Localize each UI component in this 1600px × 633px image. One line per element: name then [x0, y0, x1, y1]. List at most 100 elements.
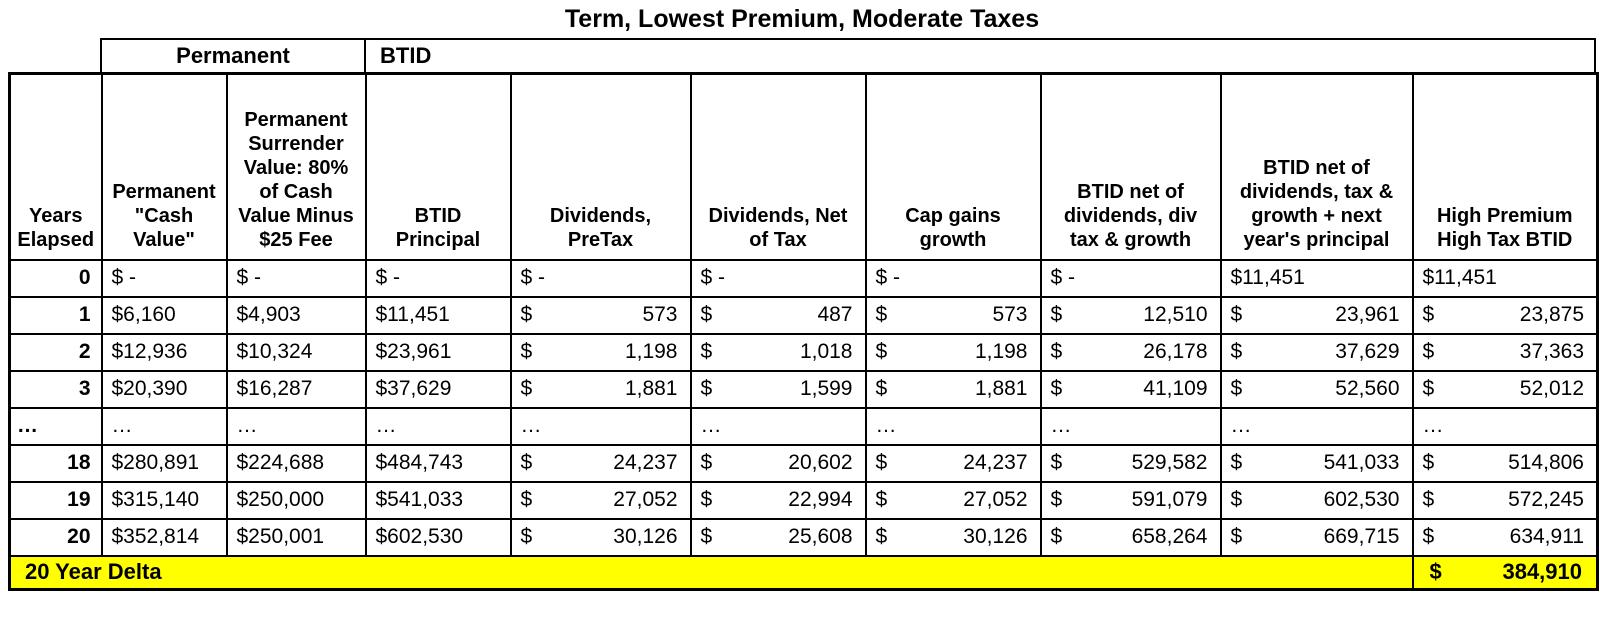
- data-table: Years Elapsed Permanent "Cash Value" Per…: [8, 72, 1599, 591]
- currency-symbol: $: [700, 451, 713, 474]
- cell-text: …: [1411, 406, 1599, 446]
- cell-amount: $52,560: [1219, 369, 1414, 409]
- cell-amount: $658,264: [1039, 517, 1222, 557]
- cell-value: 52,560: [1335, 377, 1400, 400]
- currency-symbol: $: [520, 303, 533, 326]
- cell-amount: $634,911: [1411, 517, 1599, 557]
- cell-text: …: [100, 406, 228, 446]
- cell-amount: $20,602: [689, 443, 867, 483]
- cell-text: $37,629: [364, 369, 512, 409]
- cell-amount: $37,363: [1411, 332, 1599, 372]
- currency-symbol: $: [1050, 488, 1063, 511]
- cell-amount: $26,178: [1039, 332, 1222, 372]
- cell-value: 634,911: [1509, 525, 1584, 548]
- cell-value: 572,245: [1508, 488, 1584, 511]
- cell-text: …: [1039, 406, 1222, 446]
- cell-amount: $52,012: [1411, 369, 1599, 409]
- cell-amount: $22,994: [689, 480, 867, 520]
- currency-symbol: $: [700, 525, 713, 548]
- cell-text: $541,033: [364, 480, 512, 520]
- column-header-dividends-net-of-tax: Dividends, Net of Tax: [689, 72, 867, 261]
- cell-value: 658,264: [1131, 525, 1208, 548]
- currency-symbol: $: [1422, 451, 1435, 474]
- cell-value: 1,198: [974, 340, 1028, 363]
- cell-text: …: [689, 406, 867, 446]
- cell-value: 514,806: [1508, 451, 1584, 474]
- column-header-btid-principal: BTID Principal: [364, 72, 512, 261]
- cell-text: $280,891: [100, 443, 228, 483]
- cell-text: $ -: [225, 258, 367, 298]
- currency-symbol: $: [520, 488, 533, 511]
- group-header-btid: BTID: [380, 43, 432, 68]
- currency-symbol: $: [1230, 488, 1243, 511]
- cell-amount: $541,033: [1219, 443, 1414, 483]
- currency-symbol: $: [700, 488, 713, 511]
- footer-row: 20 Year Delta $ 384,910: [8, 554, 1599, 591]
- cell-text: $484,743: [364, 443, 512, 483]
- cell-value: 22,994: [788, 488, 853, 511]
- cell-amount: $669,715: [1219, 517, 1414, 557]
- cell-value: 12,510: [1143, 303, 1208, 326]
- footer-amount: $ 384,910: [1411, 554, 1599, 591]
- currency-symbol: $: [700, 303, 713, 326]
- cell-text: $ -: [864, 258, 1042, 298]
- cell-text: $ -: [509, 258, 692, 298]
- cell-value: 27,052: [963, 488, 1028, 511]
- cell-text: $602,530: [364, 517, 512, 557]
- column-header-high-premium-high-tax-btid: High Premium High Tax BTID: [1411, 72, 1599, 261]
- currency-symbol: $: [875, 303, 888, 326]
- cell-text: $11,451: [1219, 258, 1414, 298]
- table-row: 2 $12,936 $10,324 $23,961 $1,198 $1,018 $1,198…: [8, 332, 1599, 372]
- cell-value: 30,126: [613, 525, 678, 548]
- cell-value: 23,875: [1519, 303, 1584, 326]
- cell-value: 1,881: [974, 377, 1028, 400]
- currency-symbol: $: [700, 377, 713, 400]
- cell-value: 26,178: [1143, 340, 1208, 363]
- currency-symbol: $: [1230, 451, 1243, 474]
- currency-symbol: $: [1050, 451, 1063, 474]
- cell-amount: $572,245: [1411, 480, 1599, 520]
- currency-symbol: $: [1050, 340, 1063, 363]
- column-group-row: Permanent BTID: [100, 38, 1596, 72]
- cell-text: $ -: [1039, 258, 1222, 298]
- table-body: 0 $ - $ - $ - $ - $ - $ - $ - $11,451 $11,451 1 $6,…: [8, 258, 1599, 557]
- currency-symbol: $: [1422, 488, 1435, 511]
- cell-amount: $573: [864, 295, 1042, 335]
- cell-text: $ -: [364, 258, 512, 298]
- cell-amount: $37,629: [1219, 332, 1414, 372]
- cell-amount: $24,237: [864, 443, 1042, 483]
- cell-value: 52,012: [1519, 377, 1584, 400]
- cell-text: $352,814: [100, 517, 228, 557]
- cell-year: …: [8, 406, 103, 446]
- cell-year: 19: [8, 480, 103, 520]
- currency-symbol: $: [875, 340, 888, 363]
- cell-text: $20,390: [100, 369, 228, 409]
- cell-value: 30,126: [963, 525, 1028, 548]
- currency-symbol: $: [1050, 525, 1063, 548]
- table-row: 20 $352,814 $250,001 $602,530 $30,126 $25,608…: [8, 517, 1599, 557]
- currency-symbol: $: [1230, 340, 1243, 363]
- cell-value: 24,237: [963, 451, 1028, 474]
- currency-symbol: $: [700, 340, 713, 363]
- cell-amount: $12,510: [1039, 295, 1222, 335]
- currency-symbol: $: [520, 525, 533, 548]
- cell-amount: $529,582: [1039, 443, 1222, 483]
- cell-value: 1,881: [624, 377, 678, 400]
- column-header-btid-net-plus-next-principal: BTID net of dividends, tax & growth + ne…: [1219, 72, 1414, 261]
- cell-year: 1: [8, 295, 103, 335]
- table-row: 3 $20,390 $16,287 $37,629 $1,881 $1,599 $1,881…: [8, 369, 1599, 409]
- cell-amount: $602,530: [1219, 480, 1414, 520]
- cell-text: $315,140: [100, 480, 228, 520]
- currency-symbol: $: [520, 340, 533, 363]
- cell-amount: $30,126: [509, 517, 692, 557]
- cell-text: $23,961: [364, 332, 512, 372]
- cell-value: 41,109: [1143, 377, 1208, 400]
- cell-amount: $41,109: [1039, 369, 1222, 409]
- cell-amount: $30,126: [864, 517, 1042, 557]
- header-row: Years Elapsed Permanent "Cash Value" Per…: [8, 72, 1599, 261]
- cell-value: 24,237: [613, 451, 678, 474]
- cell-year: 0: [8, 258, 103, 298]
- cell-amount: $1,198: [509, 332, 692, 372]
- cell-text: $12,936: [100, 332, 228, 372]
